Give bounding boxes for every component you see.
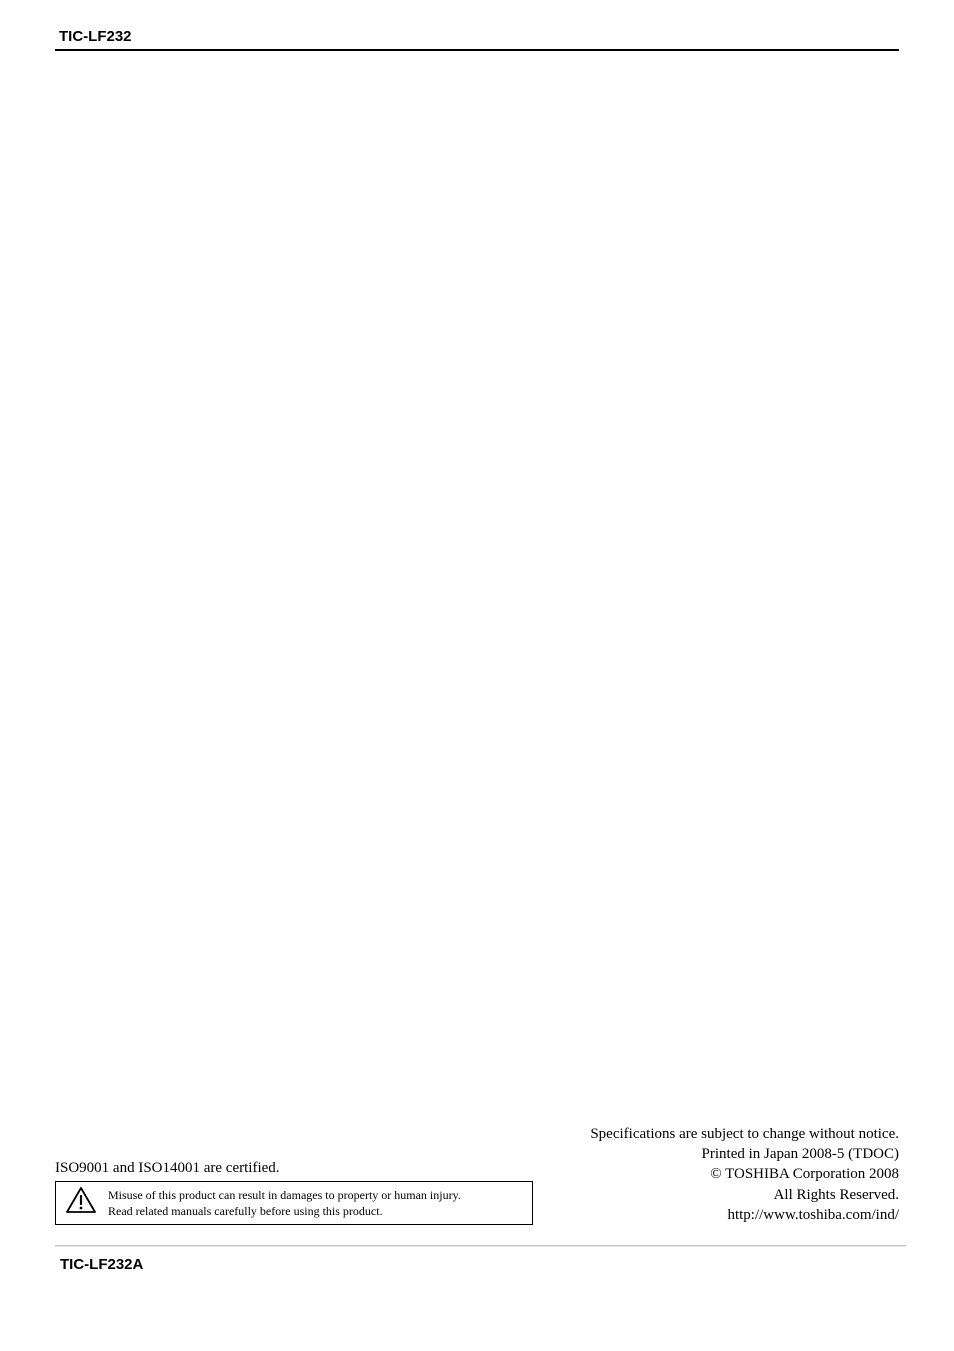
footer-section: ISO9001 and ISO14001 are certified. Misu…: [55, 1160, 899, 1225]
model-number-footer: TIC-LF232A: [60, 1256, 143, 1273]
iso-certification: ISO9001 and ISO14001 are certified.: [55, 1160, 899, 1177]
spec-notice: Specifications are subject to change wit…: [590, 1124, 899, 1144]
warning-text: Misuse of this product can result in dam…: [108, 1187, 461, 1219]
warning-line-2: Read related manuals carefully before us…: [108, 1203, 461, 1219]
document-page: TIC-LF232 Specifications are subject to …: [0, 0, 954, 1351]
warning-line-1: Misuse of this product can result in dam…: [108, 1187, 461, 1203]
page-header: TIC-LF232: [55, 28, 899, 51]
header-title: TIC-LF232: [59, 28, 899, 45]
warning-box: Misuse of this product can result in dam…: [55, 1181, 533, 1225]
warning-triangle-icon: [66, 1187, 96, 1218]
horizontal-rule: [55, 1245, 906, 1246]
